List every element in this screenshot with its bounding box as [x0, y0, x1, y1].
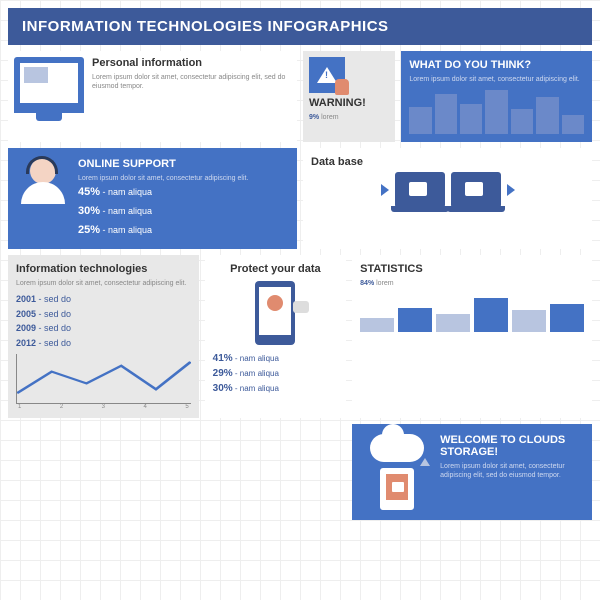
personal-title: Personal information: [92, 57, 291, 69]
phone-icon: [255, 281, 295, 345]
stats-chart: [360, 292, 584, 332]
personal-text: Lorem ipsum dolor sit amet, consectetur …: [92, 73, 291, 91]
clouds-title: WELCOME TO CLOUDS STORAGE!: [440, 434, 582, 458]
infotech-text: Lorem ipsum dolor sit amet, consectetur …: [16, 279, 191, 288]
clouds-text: Lorem ipsum dolor sit amet, consectetur …: [440, 462, 582, 480]
laptops-icon: [311, 172, 584, 208]
support-avatar-icon: [18, 158, 68, 208]
database-title: Data base: [311, 156, 584, 168]
protect-stats: 41% - nam aliqua29% - nam aliqua30% - na…: [213, 351, 339, 396]
support-title: ONLINE SUPPORT: [78, 158, 287, 170]
cloud-storage-icon: [362, 434, 432, 510]
warning-panel: WARNING! 9% lorem: [303, 51, 395, 142]
warning-icon: [309, 57, 345, 93]
warning-text: 9% lorem: [309, 113, 389, 122]
line-chart-xaxis: 12345: [16, 404, 191, 410]
statistics-panel: STATISTICS 84% lorem: [352, 255, 592, 418]
infotech-panel: Information technologies Lorem ipsum dol…: [8, 255, 199, 418]
think-chart: [409, 88, 584, 134]
header: INFORMATION TECHNOLOGIES INFOGRAPHICS: [8, 8, 592, 45]
clouds-panel: WELCOME TO CLOUDS STORAGE! Lorem ipsum d…: [352, 424, 592, 520]
think-text: Lorem ipsum dolor sit amet, consectetur …: [409, 75, 584, 84]
think-panel: WHAT DO YOU THINK? Lorem ipsum dolor sit…: [401, 51, 592, 142]
protect-title: Protect your data: [213, 263, 339, 275]
line-chart: [16, 354, 191, 404]
header-title: INFORMATION TECHNOLOGIES INFOGRAPHICS: [22, 18, 389, 35]
support-stats: 45% - nam aliqua30% - nam aliqua25% - na…: [78, 183, 287, 239]
stats-text: 84% lorem: [360, 279, 584, 288]
stats-title: STATISTICS: [360, 263, 584, 275]
infotech-years: 2001 - sed do2005 - sed do2009 - sed do2…: [16, 292, 191, 350]
support-text: Lorem ipsum dolor sit amet, consectetur …: [78, 174, 287, 183]
infographic-grid: Personal information Lorem ipsum dolor s…: [8, 51, 592, 520]
think-title: WHAT DO YOU THINK?: [409, 59, 584, 71]
protect-panel: Protect your data 41% - nam aliqua29% - …: [205, 255, 347, 418]
database-panel: Data base: [303, 148, 592, 249]
warning-title: WARNING!: [309, 97, 389, 109]
monitor-icon: [14, 57, 84, 113]
infotech-title: Information technologies: [16, 263, 191, 275]
support-panel: ONLINE SUPPORT Lorem ipsum dolor sit ame…: [8, 148, 297, 249]
personal-info-panel: Personal information Lorem ipsum dolor s…: [8, 51, 297, 142]
